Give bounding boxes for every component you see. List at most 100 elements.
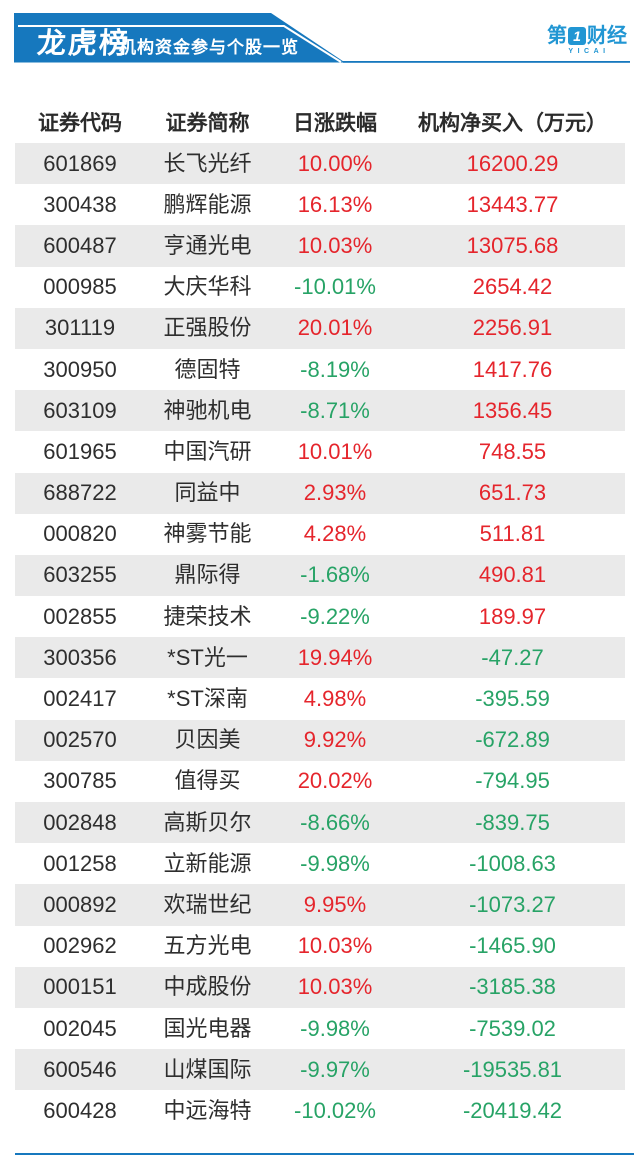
stock-name: 山煤国际	[163, 1056, 252, 1082]
table-row: 002570 贝因美 9.92% -672.89	[15, 719, 625, 761]
stock-name: 同益中	[174, 480, 241, 506]
stock-code: 000985	[43, 274, 117, 300]
table-row: 600487 亨通光电 10.03% 13075.68	[15, 225, 625, 267]
stock-code: 002855	[43, 603, 117, 629]
stock-name: 德固特	[174, 356, 241, 382]
stock-name: 神雾节能	[163, 521, 252, 547]
stock-code: 601965	[43, 438, 117, 464]
stock-code: 300356	[43, 644, 117, 670]
stock-code: 600487	[43, 232, 117, 258]
daily-change: -1.68%	[300, 562, 370, 588]
yicai-logo-text: 第 1 财经	[547, 26, 627, 46]
table-row: 002855 捷荣技术 -9.22% 189.97	[15, 596, 625, 637]
table-row: 603255 鼎际得 -1.68% 490.81	[15, 554, 625, 597]
net-buy: 1417.76	[472, 356, 553, 382]
table-row: 300785 值得买 20.02% -794.95	[15, 761, 625, 802]
stock-code: 300950	[43, 356, 117, 382]
daily-change: 4.98%	[303, 686, 367, 712]
logo-chars-caijing: 财经	[587, 25, 627, 47]
logo-char-di: 第	[547, 25, 567, 47]
stock-code: 002045	[43, 1015, 117, 1041]
daily-change: -9.98%	[300, 1015, 370, 1041]
net-buy: 511.81	[479, 521, 546, 547]
stock-name: 中国汽研	[163, 438, 252, 464]
yicai-logo: 第 1 财经 YICAI	[547, 26, 627, 55]
daily-change: 19.94%	[297, 644, 373, 670]
stock-name: 神驰机电	[163, 397, 252, 423]
stock-code: 300438	[43, 191, 117, 217]
daily-change: 10.00%	[297, 150, 373, 176]
stock-code: 603109	[43, 397, 117, 423]
net-buy: 2654.42	[472, 274, 553, 300]
net-buy: -1465.90	[469, 933, 556, 959]
table-row: 000985 大庆华科 -10.01% 2654.42	[15, 267, 625, 308]
stock-name: 鼎际得	[174, 562, 241, 588]
table-row: 600546 山煤国际 -9.97% -19535.81	[15, 1049, 625, 1091]
col-header-code: 证券代码	[38, 111, 122, 135]
daily-change: -9.98%	[300, 850, 370, 876]
stock-name: 中远海特	[163, 1097, 252, 1123]
stock-name: 正强股份	[163, 315, 252, 341]
net-buy: 651.73	[478, 480, 547, 506]
net-buy: -20419.42	[462, 1097, 563, 1123]
table-row: 300438 鹏辉能源 16.13% 13443.77	[15, 184, 625, 225]
table-row: 603109 神驰机电 -8.71% 1356.45	[15, 390, 625, 432]
stock-name: 亨通光电	[163, 232, 252, 258]
net-buy: 490.81	[478, 562, 547, 588]
daily-change: 9.95%	[303, 891, 367, 917]
page-subtitle: 机构资金参与个股一览	[119, 38, 299, 57]
stock-code: 601869	[43, 150, 117, 176]
stock-name: 值得买	[174, 768, 241, 794]
table-row: 600428 中远海特 -10.02% -20419.42	[15, 1090, 625, 1131]
daily-change: 4.28%	[303, 521, 367, 547]
stock-code: 000151	[43, 974, 117, 1000]
stock-code: 300785	[43, 768, 117, 794]
net-buy: 2256.91	[472, 315, 553, 341]
daily-change: 9.92%	[303, 727, 367, 753]
stock-name: 捷荣技术	[163, 603, 252, 629]
table-row: 001258 立新能源 -9.98% -1008.63	[15, 843, 625, 884]
daily-change: 10.03%	[297, 933, 373, 959]
stock-code: 000820	[43, 521, 117, 547]
stock-code: 002417	[43, 686, 117, 712]
daily-change: 2.93%	[303, 480, 367, 506]
stock-code: 002962	[43, 933, 117, 959]
net-buy: -395.59	[475, 686, 550, 712]
stock-name: 国光电器	[163, 1015, 252, 1041]
header-banner-shape	[14, 13, 630, 63]
stock-code: 002848	[43, 809, 117, 835]
daily-change: 10.03%	[297, 974, 373, 1000]
net-buy: 189.97	[478, 603, 547, 629]
logo-one-icon: 1	[568, 27, 586, 45]
net-buy: 748.55	[478, 438, 547, 464]
table-row: 000892 欢瑞世纪 9.95% -1073.27	[15, 884, 625, 926]
stock-code: 000892	[43, 891, 117, 917]
daily-change: 10.01%	[297, 438, 373, 464]
stock-name: *ST光一	[167, 644, 248, 670]
table-row: 688722 同益中 2.93% 651.73	[15, 472, 625, 514]
daily-change: 16.13%	[297, 191, 373, 217]
stock-code: 001258	[43, 850, 117, 876]
table-row: 301119 正强股份 20.01% 2256.91	[15, 307, 625, 349]
stock-name: 大庆华科	[163, 274, 252, 300]
table-row: 300950 德固特 -8.19% 1417.76	[15, 349, 625, 390]
net-buy: -3185.38	[469, 974, 556, 1000]
net-buy: -1073.27	[469, 891, 556, 917]
logo-yicai-letters: YICAI	[568, 48, 610, 55]
logo-one-glyph: 1	[573, 28, 581, 44]
stock-name: 立新能源	[163, 850, 252, 876]
stock-name: 中成股份	[163, 974, 252, 1000]
daily-change: -8.19%	[300, 356, 370, 382]
net-buy: 1356.45	[472, 397, 553, 423]
table-row: 002848 高斯贝尔 -8.66% -839.75	[15, 802, 625, 844]
daily-change: -10.02%	[294, 1097, 376, 1123]
daily-change: 10.03%	[297, 232, 373, 258]
table-row: 601869 长飞光纤 10.00% 16200.29	[15, 143, 625, 185]
stock-name: 欢瑞世纪	[163, 891, 252, 917]
net-buy: -7539.02	[469, 1015, 556, 1041]
net-buy: -839.75	[475, 809, 550, 835]
net-buy: -794.95	[475, 768, 550, 794]
stock-code: 600428	[43, 1097, 117, 1123]
table-row: 000820 神雾节能 4.28% 511.81	[15, 514, 625, 555]
stock-code: 688722	[43, 480, 117, 506]
